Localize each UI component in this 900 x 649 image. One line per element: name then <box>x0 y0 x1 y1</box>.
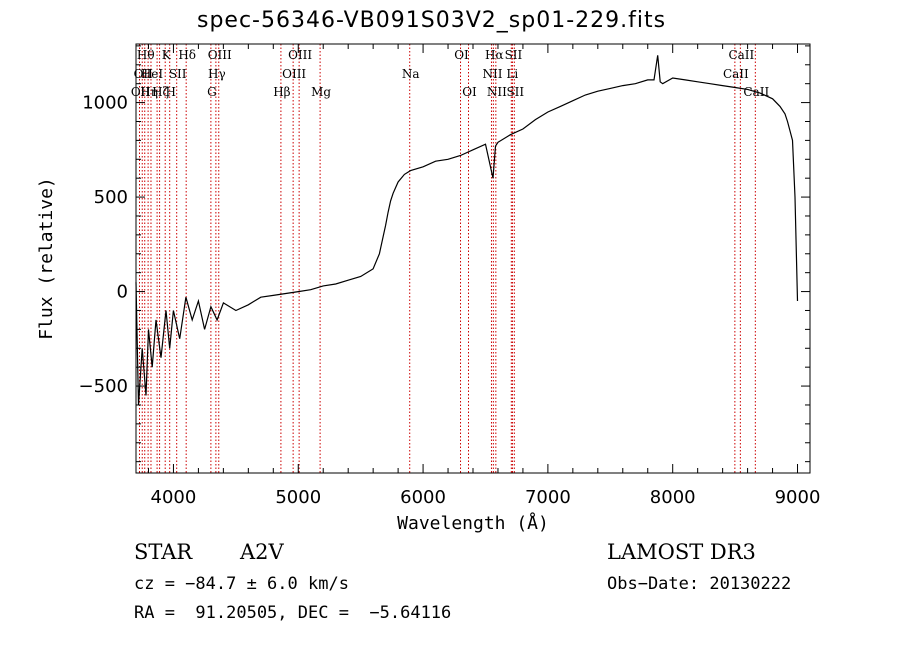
line-label-12: Hγ <box>208 67 226 81</box>
x-tick-label-6000: 6000 <box>400 487 446 508</box>
line-label-29: CaII <box>743 85 769 99</box>
line-label-22: Hα <box>485 48 504 62</box>
x-tick-label-4000: 4000 <box>151 487 197 508</box>
line-label-15: OIII <box>282 67 306 81</box>
line-label-2: Hθ <box>137 48 155 62</box>
line-label-10: Hδ <box>178 48 196 62</box>
line-label-8: H <box>165 85 175 99</box>
line-label-1: OII <box>134 67 154 81</box>
line-label-21: NII <box>482 67 502 81</box>
line-label-17: Mg <box>311 85 331 99</box>
y-tick-label-0: 0 <box>117 282 128 303</box>
x-tick-label-9000: 9000 <box>775 487 821 508</box>
line-label-6: Hζ <box>152 85 169 99</box>
x-tick-label-7000: 7000 <box>525 487 571 508</box>
line-label-0: OII <box>131 85 151 99</box>
x-tick-label-8000: 8000 <box>650 487 696 508</box>
spectrum-line <box>135 55 799 406</box>
y-tick-label--500: −500 <box>79 376 128 397</box>
line-label-19: OI <box>454 48 469 62</box>
chart-title: spec-56346-VB091S03V2_sp01-229.fits <box>197 8 667 33</box>
line-label-4: HeI <box>141 67 164 81</box>
observation-date: Obs−Date: 20130222 <box>607 574 792 594</box>
line-label-11: G <box>207 85 217 99</box>
line-label-7: K <box>162 48 172 62</box>
y-tick-label-1000: 1000 <box>82 93 128 114</box>
y-axis-label: Flux (relative) <box>36 177 57 340</box>
object-subclass: A2V <box>240 540 284 564</box>
x-tick-label-5000: 5000 <box>275 487 321 508</box>
object-class: STAR <box>134 540 193 564</box>
line-label-28: CaII <box>728 48 754 62</box>
line-label-16: OIII <box>288 48 312 62</box>
line-label-27: CaII <box>723 67 749 81</box>
redshift-velocity: cz = −84.7 ± 6.0 km/s <box>134 574 349 594</box>
line-label-3: Hη <box>140 85 158 99</box>
line-label-9: SII <box>169 67 187 81</box>
y-tick-label-500: 500 <box>94 187 128 208</box>
line-label-26: SII <box>506 85 524 99</box>
sky-coordinates: RA = 91.20505, DEC = −5.64116 <box>134 603 452 623</box>
plot-frame <box>135 43 811 474</box>
line-label-24: Li <box>506 67 518 81</box>
line-label-23: NII <box>487 85 507 99</box>
line-label-18: Na <box>402 67 420 81</box>
survey-name: LAMOST DR3 <box>607 540 756 564</box>
x-axis-label: Wavelength (Å) <box>397 512 549 534</box>
line-label-20: OI <box>462 85 477 99</box>
line-label-13: OIII <box>208 48 232 62</box>
line-label-25: SII <box>505 48 523 62</box>
line-label-14: Hβ <box>273 85 290 99</box>
